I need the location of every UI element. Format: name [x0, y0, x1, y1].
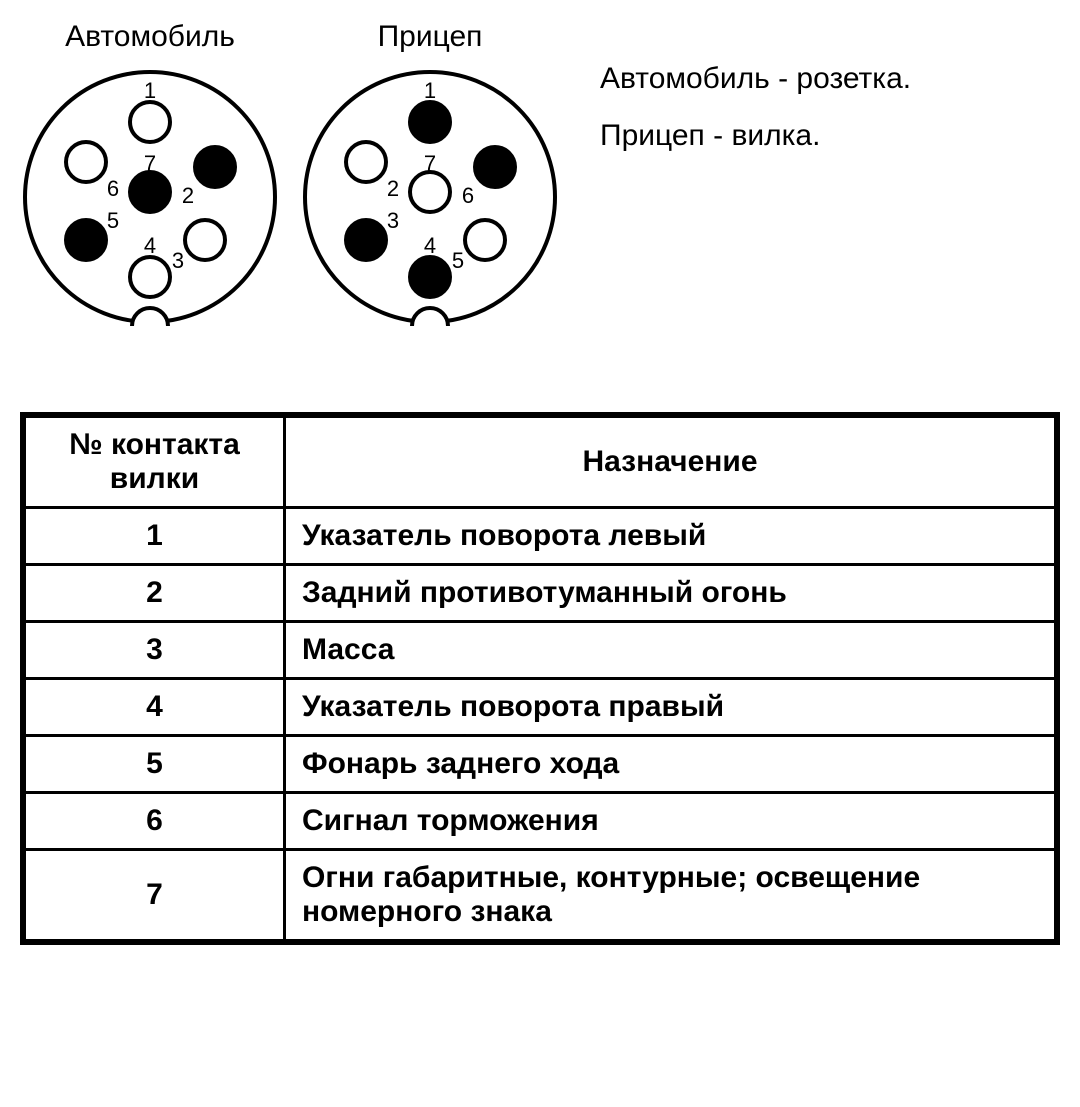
contact-description: Огни габаритные, контурные; освещение но…	[285, 850, 1056, 941]
table-row: 2Задний противотуманный огонь	[25, 565, 1056, 622]
vehicle-title: Автомобиль	[65, 20, 235, 54]
table-row: 5Фонарь заднего хода	[25, 736, 1056, 793]
pin-label-5: 5	[452, 248, 464, 273]
table-row: 4Указатель поворота правый	[25, 679, 1056, 736]
legend-text: Автомобиль - розетка. Прицеп - вилка.	[600, 20, 911, 332]
legend-line-1: Автомобиль - розетка.	[600, 50, 911, 107]
contact-description: Указатель поворота правый	[285, 679, 1056, 736]
contact-description: Указатель поворота левый	[285, 508, 1056, 565]
pin-6	[475, 147, 515, 187]
contact-number: 3	[25, 622, 285, 679]
pin-label-3: 3	[387, 208, 399, 233]
contact-number: 2	[25, 565, 285, 622]
contact-number: 7	[25, 850, 285, 941]
vehicle-connector-block: Автомобиль 1 2 345 67	[20, 20, 280, 332]
pin-label-7: 7	[144, 151, 156, 176]
pin-label-2: 2	[387, 176, 399, 201]
pin-3	[185, 220, 225, 260]
contact-number: 1	[25, 508, 285, 565]
trailer-title: Прицеп	[378, 20, 483, 54]
contact-description: Сигнал торможения	[285, 793, 1056, 850]
pin-2	[346, 142, 386, 182]
contact-description: Фонарь заднего хода	[285, 736, 1056, 793]
pin-4	[410, 257, 450, 297]
connectors-row: Автомобиль 1234567 Прицеп 1654327	[20, 20, 560, 332]
legend-line-2: Прицеп - вилка.	[600, 107, 911, 164]
pin-5	[465, 220, 505, 260]
pin-label-4: 4	[144, 233, 156, 258]
pin-7	[130, 172, 170, 212]
contact-number: 6	[25, 793, 285, 850]
pin-3	[346, 220, 386, 260]
pin-label-1: 1	[424, 78, 436, 103]
contact-description: Задний противотуманный огонь	[285, 565, 1056, 622]
pin-2	[195, 147, 235, 187]
contact-description: Масса	[285, 622, 1056, 679]
pin-label-7: 7	[424, 151, 436, 176]
table-row: 6Сигнал торможения	[25, 793, 1056, 850]
pin-7	[410, 172, 450, 212]
header-assignment: Назначение	[285, 417, 1056, 508]
table-header-row: № контакта вилки Назначение	[25, 417, 1056, 508]
vehicle-connector-diagram: 1 2 345 67	[20, 62, 280, 332]
top-section: Автомобиль 1234567 Прицеп 1654327 Автомо…	[20, 20, 1060, 332]
pin-label-4: 4	[424, 233, 436, 258]
pin-label-6: 6	[462, 183, 474, 208]
contact-number: 5	[25, 736, 285, 793]
table-row: 3Масса	[25, 622, 1056, 679]
table-body: 1Указатель поворота левый2Задний противо…	[25, 508, 1056, 941]
pinout-table-wrap: № контакта вилки Назначение 1Указатель п…	[20, 412, 1060, 945]
pin-label-6: 6	[107, 176, 119, 201]
pin-label-5: 5	[107, 208, 119, 233]
table-row: 1Указатель поворота левый	[25, 508, 1056, 565]
pin-6	[66, 142, 106, 182]
pin-label-1: 1	[144, 78, 156, 103]
pin-label-2: 2	[182, 183, 194, 208]
pin-1	[410, 102, 450, 142]
pin-4	[130, 257, 170, 297]
contact-number: 4	[25, 679, 285, 736]
pin-1	[130, 102, 170, 142]
trailer-connector-block: Прицеп 1 6 543 27	[300, 20, 560, 332]
trailer-connector-diagram: 1 6 543 27	[300, 62, 560, 332]
table-row: 7Огни габаритные, контурные; освещение н…	[25, 850, 1056, 941]
pin-5	[66, 220, 106, 260]
header-contact-number: № контакта вилки	[25, 417, 285, 508]
pinout-table: № контакта вилки Назначение 1Указатель п…	[23, 415, 1057, 942]
pin-label-3: 3	[172, 248, 184, 273]
